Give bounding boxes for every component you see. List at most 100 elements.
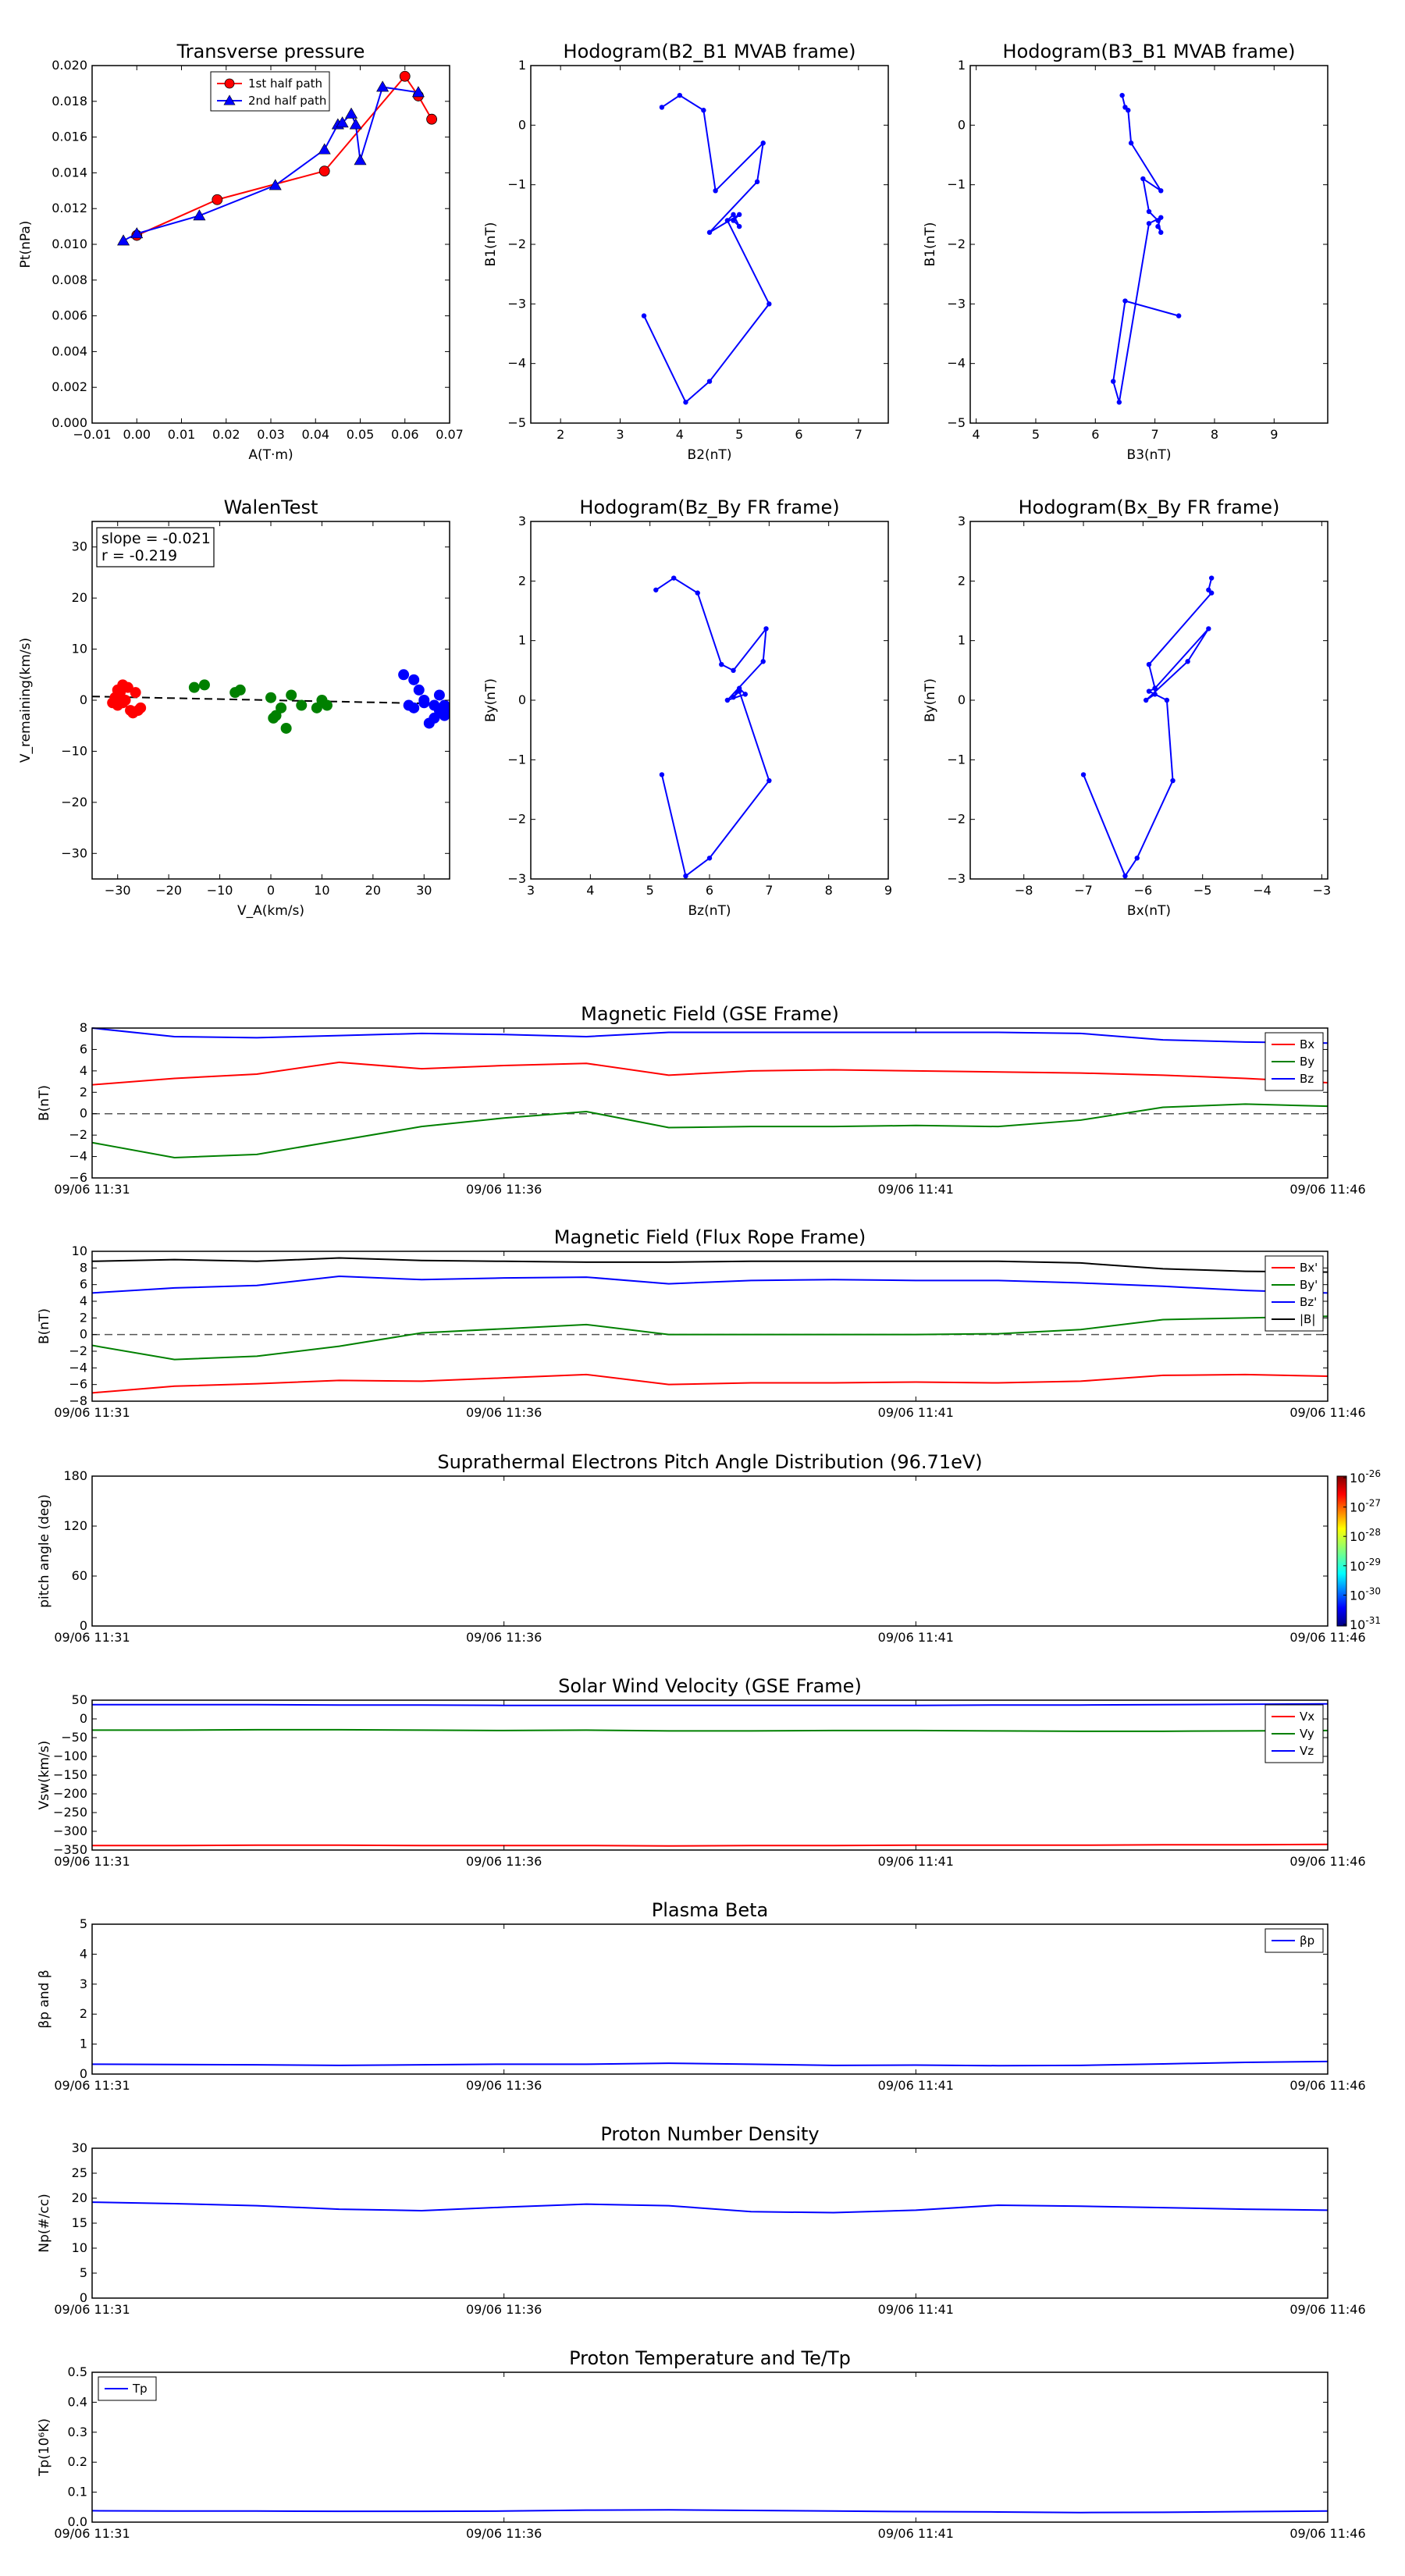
- y-tick-label: 0: [80, 2066, 87, 2081]
- y-axis-label: Pt(nPa): [18, 221, 34, 269]
- data-point: [1146, 208, 1152, 215]
- y-tick-label: 0.014: [52, 165, 87, 180]
- data-point-marker: [376, 80, 389, 92]
- x-tick-label: 4: [586, 883, 594, 898]
- data-point: [731, 218, 736, 223]
- y-tick-label: −6: [69, 1170, 87, 1185]
- data-point: [1146, 221, 1152, 226]
- x-tick-label: 09/06 11:31: [54, 1405, 130, 1420]
- data-point: [408, 674, 420, 685]
- data-point-marker: [701, 108, 706, 113]
- data-point-marker: [354, 154, 367, 165]
- y-tick-label: 0: [958, 692, 966, 707]
- y-axis-label: Np(#/cc): [37, 2194, 52, 2252]
- x-tick-label: 8: [825, 883, 833, 898]
- data-point: [318, 143, 331, 155]
- annotation-text: slope = -0.021: [101, 530, 211, 547]
- plot-area: [1111, 92, 1182, 405]
- data-point: [736, 685, 742, 691]
- data-point-marker: [1155, 223, 1161, 229]
- data-point: [399, 70, 411, 82]
- data-point-marker: [1128, 141, 1134, 146]
- chart-title: WalenTest: [224, 496, 318, 518]
- x-tick-label: 09/06 11:41: [878, 2526, 954, 2541]
- y-tick-label: 10: [72, 1244, 87, 1258]
- data-point: [659, 105, 665, 110]
- annotation-box: [96, 527, 215, 568]
- x-tick-label: 09/06 11:46: [1289, 1182, 1365, 1197]
- data-point-marker: [188, 681, 200, 693]
- colorbar-tick-label: 10-28: [1350, 1527, 1381, 1544]
- y-tick-label: −1: [947, 177, 966, 192]
- data-point-marker: [695, 590, 700, 596]
- data-point: [1164, 697, 1170, 703]
- data-point: [706, 856, 713, 861]
- data-point-marker: [269, 179, 282, 190]
- data-point-marker: [731, 218, 736, 223]
- y-tick-label: −4: [69, 1360, 87, 1375]
- data-point: [418, 697, 430, 709]
- colorbar-base: 10: [1350, 1500, 1365, 1515]
- y-tick-label: 5: [80, 2265, 87, 2280]
- plot-frame-11: [91, 2147, 1329, 2299]
- data-point: [1140, 176, 1146, 182]
- x-tick-label: −0.01: [73, 427, 111, 442]
- chart-title: Hodogram(Bz_By FR frame): [579, 496, 839, 518]
- y-tick-label: −3: [947, 296, 966, 311]
- y-tick-label: −4: [69, 1149, 87, 1164]
- x-tick-label: 09/06 11:31: [54, 1630, 130, 1645]
- data-point: [296, 699, 308, 711]
- x-tick-label: −20: [155, 883, 182, 898]
- data-point-marker: [742, 692, 748, 697]
- x-axis-label: A(T·m): [248, 447, 293, 463]
- data-point-marker: [296, 699, 308, 711]
- data-point-marker: [408, 674, 420, 685]
- y-axis-label: B1(nT): [483, 222, 499, 267]
- y-tick-label: −10: [61, 743, 87, 758]
- y-tick-label: 0: [80, 1106, 87, 1121]
- y-tick-label: 25: [72, 2165, 87, 2180]
- plot-frame-8: [91, 1475, 1329, 1627]
- y-tick-label: 0.3: [68, 2425, 87, 2439]
- x-tick-label: 09/06 11:41: [878, 1182, 954, 1197]
- x-tick-label: 9: [884, 883, 892, 898]
- data-point-marker: [1206, 626, 1211, 632]
- data-point-marker: [429, 712, 440, 724]
- x-tick-label: 6: [706, 883, 713, 898]
- data-point: [117, 234, 130, 246]
- colorbar: [1336, 1475, 1347, 1627]
- data-point: [754, 179, 760, 185]
- x-tick-label: 09/06 11:46: [1289, 2526, 1365, 2541]
- y-tick-label: 0: [518, 117, 526, 132]
- data-point-marker: [719, 662, 724, 667]
- x-tick-label: 8: [1211, 427, 1218, 442]
- x-tick-label: −30: [105, 883, 131, 898]
- data-point: [760, 141, 766, 146]
- series-line-2: [91, 1027, 1329, 1044]
- data-point: [130, 227, 144, 239]
- y-tick-label: 1: [958, 633, 966, 648]
- data-point: [1111, 379, 1116, 384]
- y-tick-label: 1: [518, 633, 526, 648]
- x-tick-label: −5: [1193, 883, 1212, 898]
- data-point: [193, 209, 206, 221]
- data-point-marker: [1146, 662, 1152, 667]
- data-point: [1122, 298, 1128, 304]
- y-tick-label: 30: [72, 539, 87, 554]
- colorbar-exponent: -26: [1365, 1468, 1381, 1479]
- y-tick-label: −2: [507, 812, 526, 827]
- x-tick-label: 09/06 11:36: [466, 2078, 542, 2093]
- legend-label: Vy: [1300, 1727, 1314, 1741]
- y-tick-label: 120: [63, 1518, 87, 1533]
- data-point: [349, 118, 362, 130]
- y-tick-label: 0.000: [52, 415, 87, 430]
- data-point: [212, 194, 223, 205]
- y-tick-label: −8: [69, 1393, 87, 1408]
- x-tick-label: 09/06 11:41: [878, 2078, 954, 2093]
- legend-marker: [223, 94, 236, 105]
- series-line-0: [91, 2509, 1329, 2514]
- data-point-marker: [1122, 105, 1128, 110]
- data-point-marker: [1158, 229, 1164, 235]
- chart-title: Proton Temperature and Te/Tp: [569, 2347, 851, 2369]
- data-point-marker: [1208, 575, 1215, 581]
